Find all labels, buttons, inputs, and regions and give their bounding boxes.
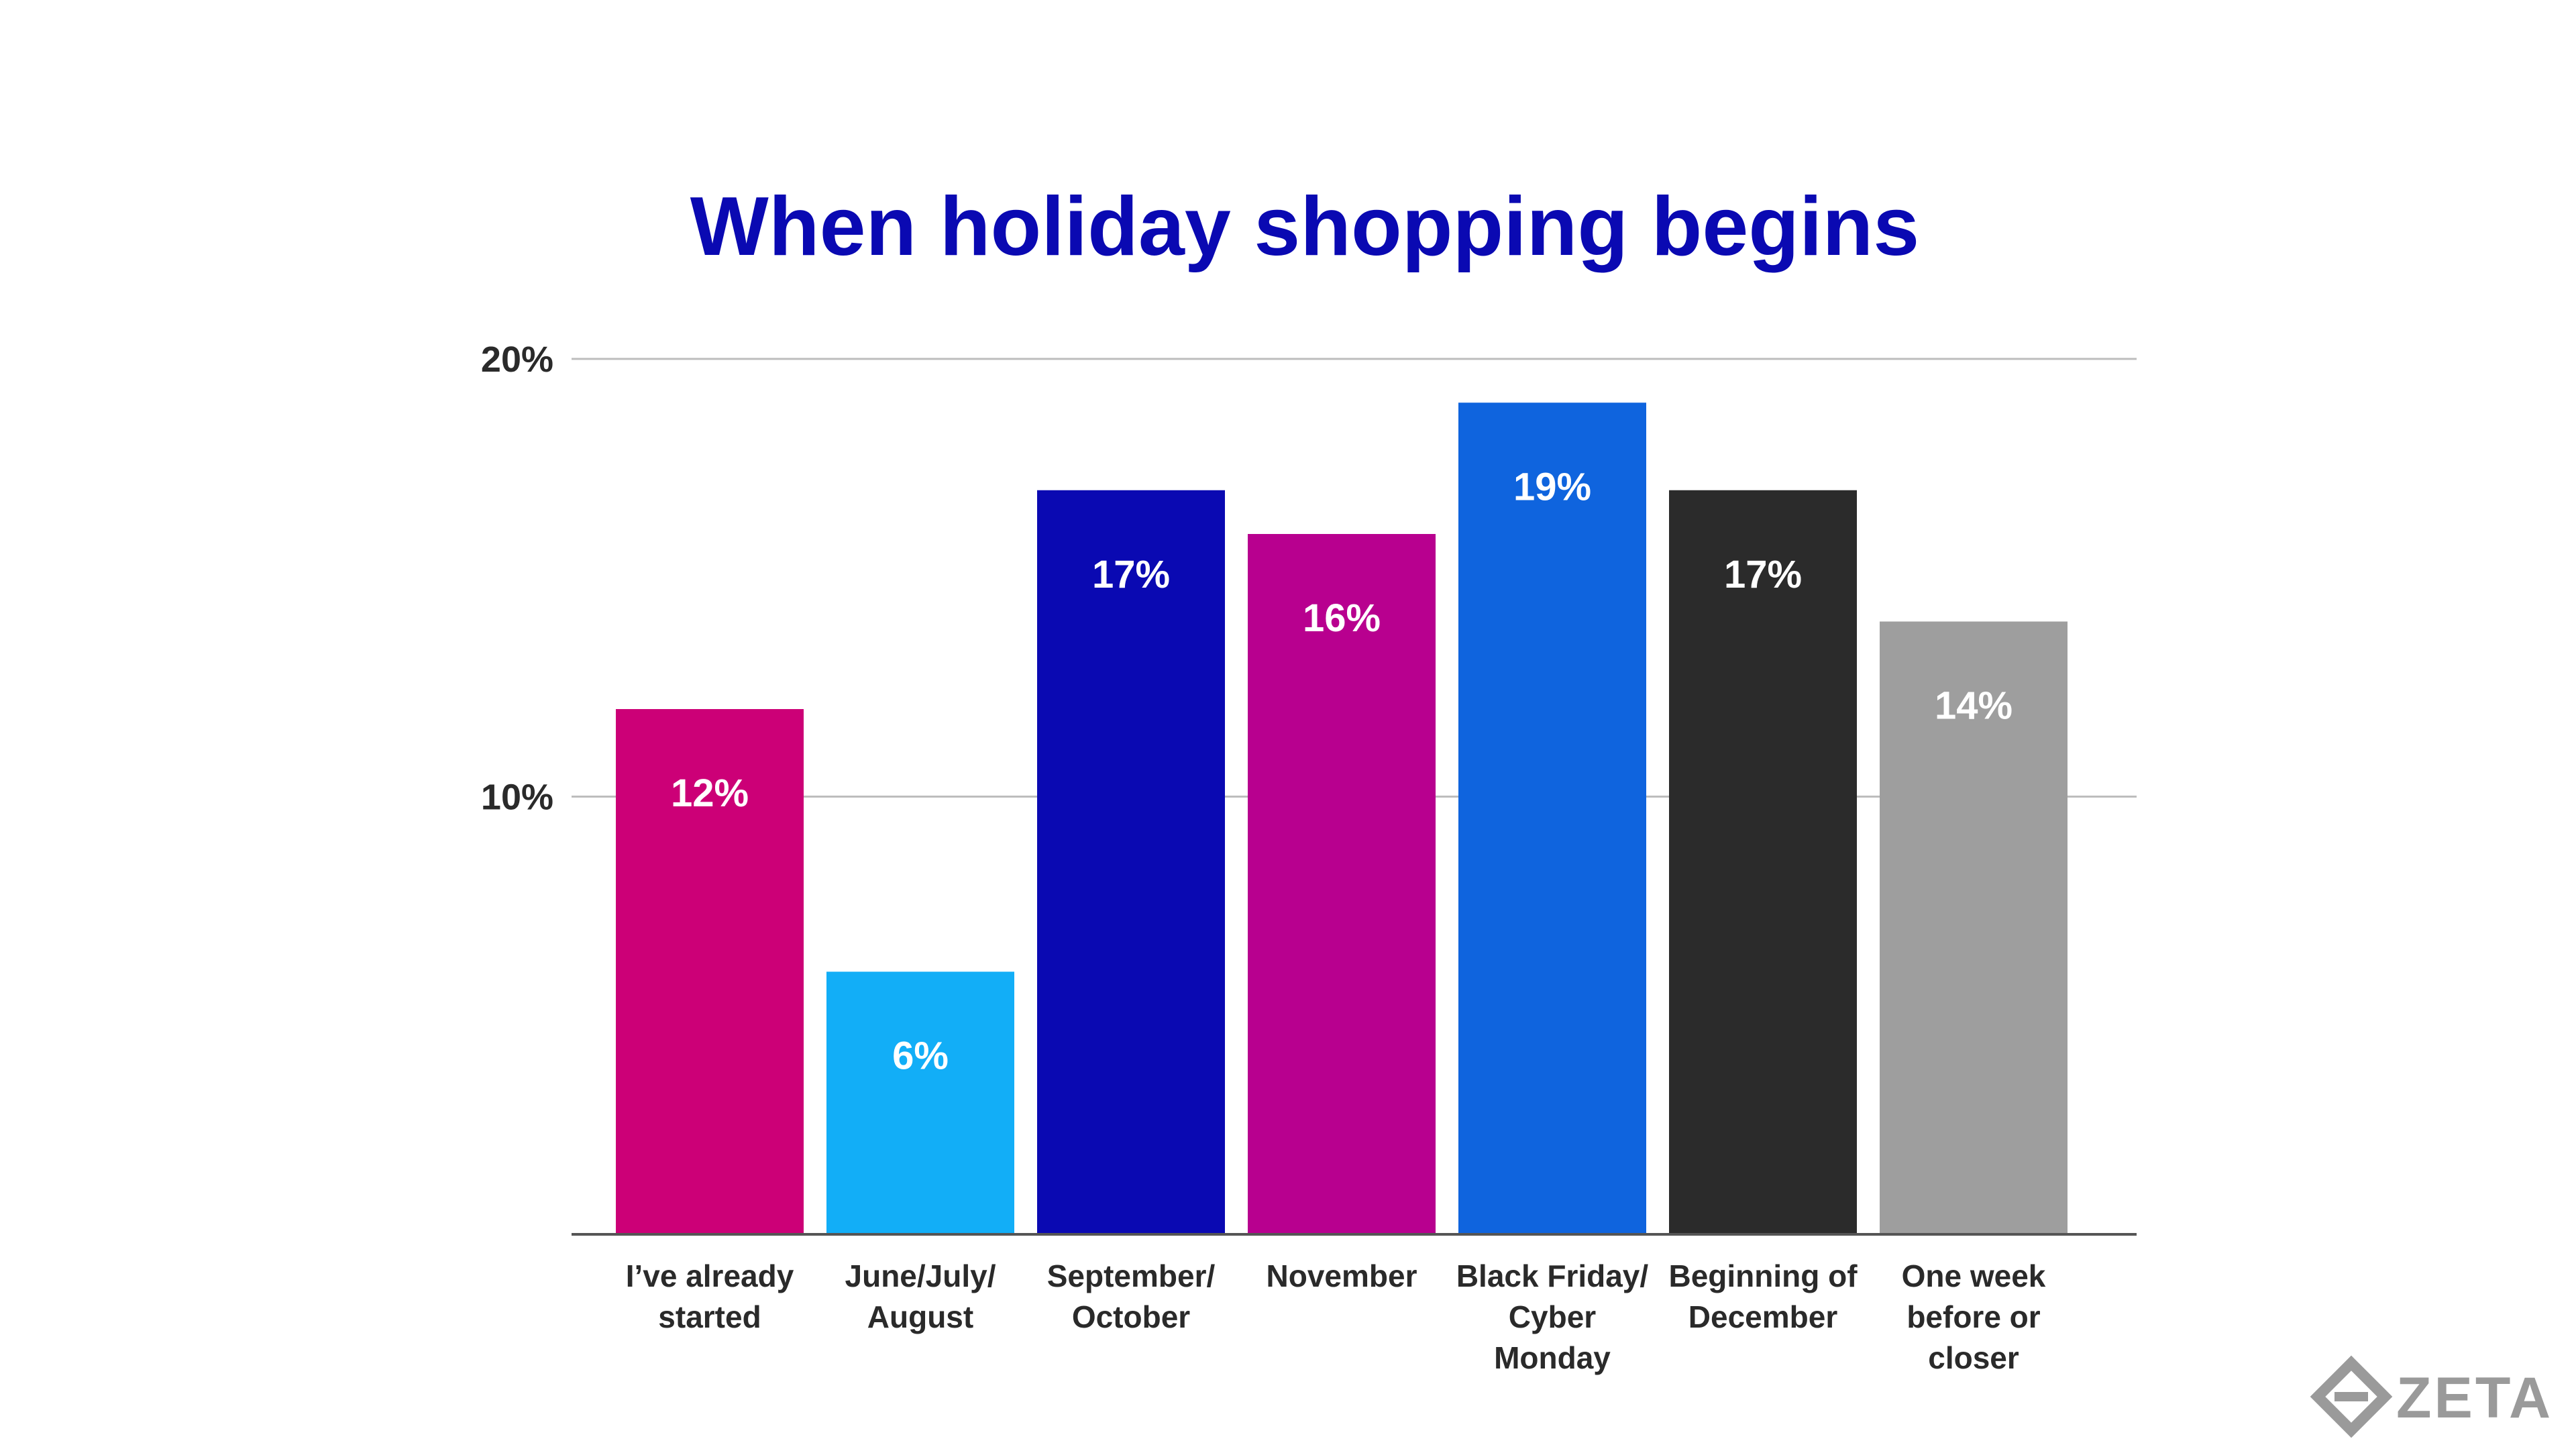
bar [1248,534,1436,1234]
bar [1880,621,2068,1234]
bar [1669,490,1857,1234]
zeta-diamond-icon [2310,1355,2393,1438]
data-label: 19% [1513,465,1591,508]
bar [1037,490,1225,1234]
chart-title: When holiday shopping begins [690,180,1919,273]
y-tick-label: 20% [481,339,553,380]
data-label: 16% [1303,596,1381,640]
y-tick-labels: 10% 20% [481,339,553,818]
data-label: 17% [1724,553,1802,596]
x-tick-label: June/July/ [845,1258,996,1293]
x-tick-label: August [867,1299,973,1334]
x-tick-label: Monday [1494,1340,1611,1375]
category-labels: I’ve already started June/July/August Septe… [626,1258,2046,1375]
bar [1458,402,1646,1234]
data-label: 6% [892,1034,949,1078]
x-tick-label: I’ve already [626,1258,794,1293]
brand-logo: ZETA [2310,1355,2553,1438]
x-tick-label: started [658,1299,761,1334]
x-tick-label: September/ [1047,1258,1216,1293]
x-tick-label: closer [1928,1340,2019,1375]
data-label: 14% [1935,684,2012,728]
x-tick-label: Black Friday/ [1456,1258,1649,1293]
x-tick-label: Beginning of [1668,1258,1858,1293]
bar [616,709,804,1234]
bar [826,971,1014,1234]
brand-logo-text: ZETA [2396,1366,2553,1430]
data-label: 17% [1092,553,1170,596]
x-tick-label: One week [1902,1258,2046,1293]
x-tick-label: November [1267,1258,1417,1293]
x-tick-label: October [1072,1299,1190,1334]
data-label: 12% [671,771,749,815]
y-tick-label: 10% [481,777,553,818]
x-tick-label: Cyber [1509,1299,1596,1334]
x-tick-label: before or [1907,1299,2040,1334]
bars [616,402,2068,1234]
value-labels: 12% 6% 17% 16% 19% 17% 14% [671,465,2012,1077]
x-tick-label: December [1688,1299,1838,1334]
